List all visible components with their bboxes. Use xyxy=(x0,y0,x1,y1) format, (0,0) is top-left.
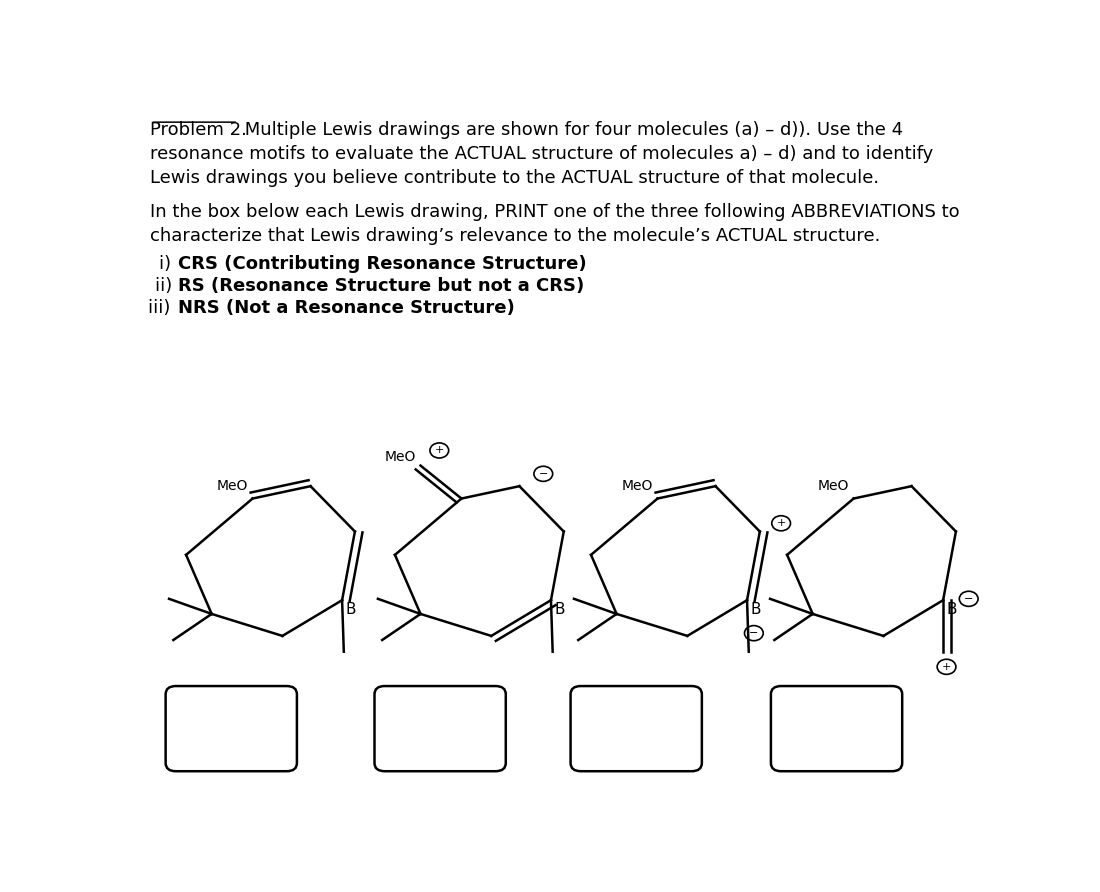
Text: Multiple Lewis drawings are shown for four molecules (a) – d)). Use the 4: Multiple Lewis drawings are shown for fo… xyxy=(239,120,903,139)
Text: MeO: MeO xyxy=(217,479,249,493)
Text: CRS (Contributing Resonance Structure): CRS (Contributing Resonance Structure) xyxy=(178,255,587,273)
Text: ii): ii) xyxy=(154,277,177,295)
Text: −: − xyxy=(964,594,974,604)
Text: In the box below each Lewis drawing, PRINT one of the three following ABBREVIATI: In the box below each Lewis drawing, PRI… xyxy=(151,203,960,221)
FancyBboxPatch shape xyxy=(771,686,902,772)
Text: B: B xyxy=(750,601,761,616)
Text: resonance motifs to evaluate the ACTUAL structure of molecules a) – d) and to id: resonance motifs to evaluate the ACTUAL … xyxy=(151,145,934,163)
Text: i): i) xyxy=(158,255,177,273)
FancyBboxPatch shape xyxy=(166,686,297,772)
Text: +: + xyxy=(777,518,785,528)
Text: MeO: MeO xyxy=(621,479,653,493)
FancyBboxPatch shape xyxy=(374,686,506,772)
Text: MeO: MeO xyxy=(385,450,416,464)
Text: Problem 2.: Problem 2. xyxy=(151,120,248,139)
Text: NRS (Not a Resonance Structure): NRS (Not a Resonance Structure) xyxy=(178,300,515,318)
Text: characterize that Lewis drawing’s relevance to the molecule’s ACTUAL structure.: characterize that Lewis drawing’s releva… xyxy=(151,227,881,245)
Text: +: + xyxy=(942,662,952,672)
Text: iii): iii) xyxy=(147,300,176,318)
Text: −: − xyxy=(749,628,759,638)
Text: B: B xyxy=(946,601,957,616)
Text: +: + xyxy=(434,445,444,456)
Text: Lewis drawings you believe contribute to the ACTUAL structure of that molecule.: Lewis drawings you believe contribute to… xyxy=(151,169,879,186)
Text: RS (Resonance Structure but not a CRS): RS (Resonance Structure but not a CRS) xyxy=(178,277,585,295)
Text: MeO: MeO xyxy=(818,479,849,493)
FancyBboxPatch shape xyxy=(571,686,702,772)
Text: B: B xyxy=(554,601,565,616)
Text: −: − xyxy=(539,469,548,479)
Text: B: B xyxy=(345,601,356,616)
